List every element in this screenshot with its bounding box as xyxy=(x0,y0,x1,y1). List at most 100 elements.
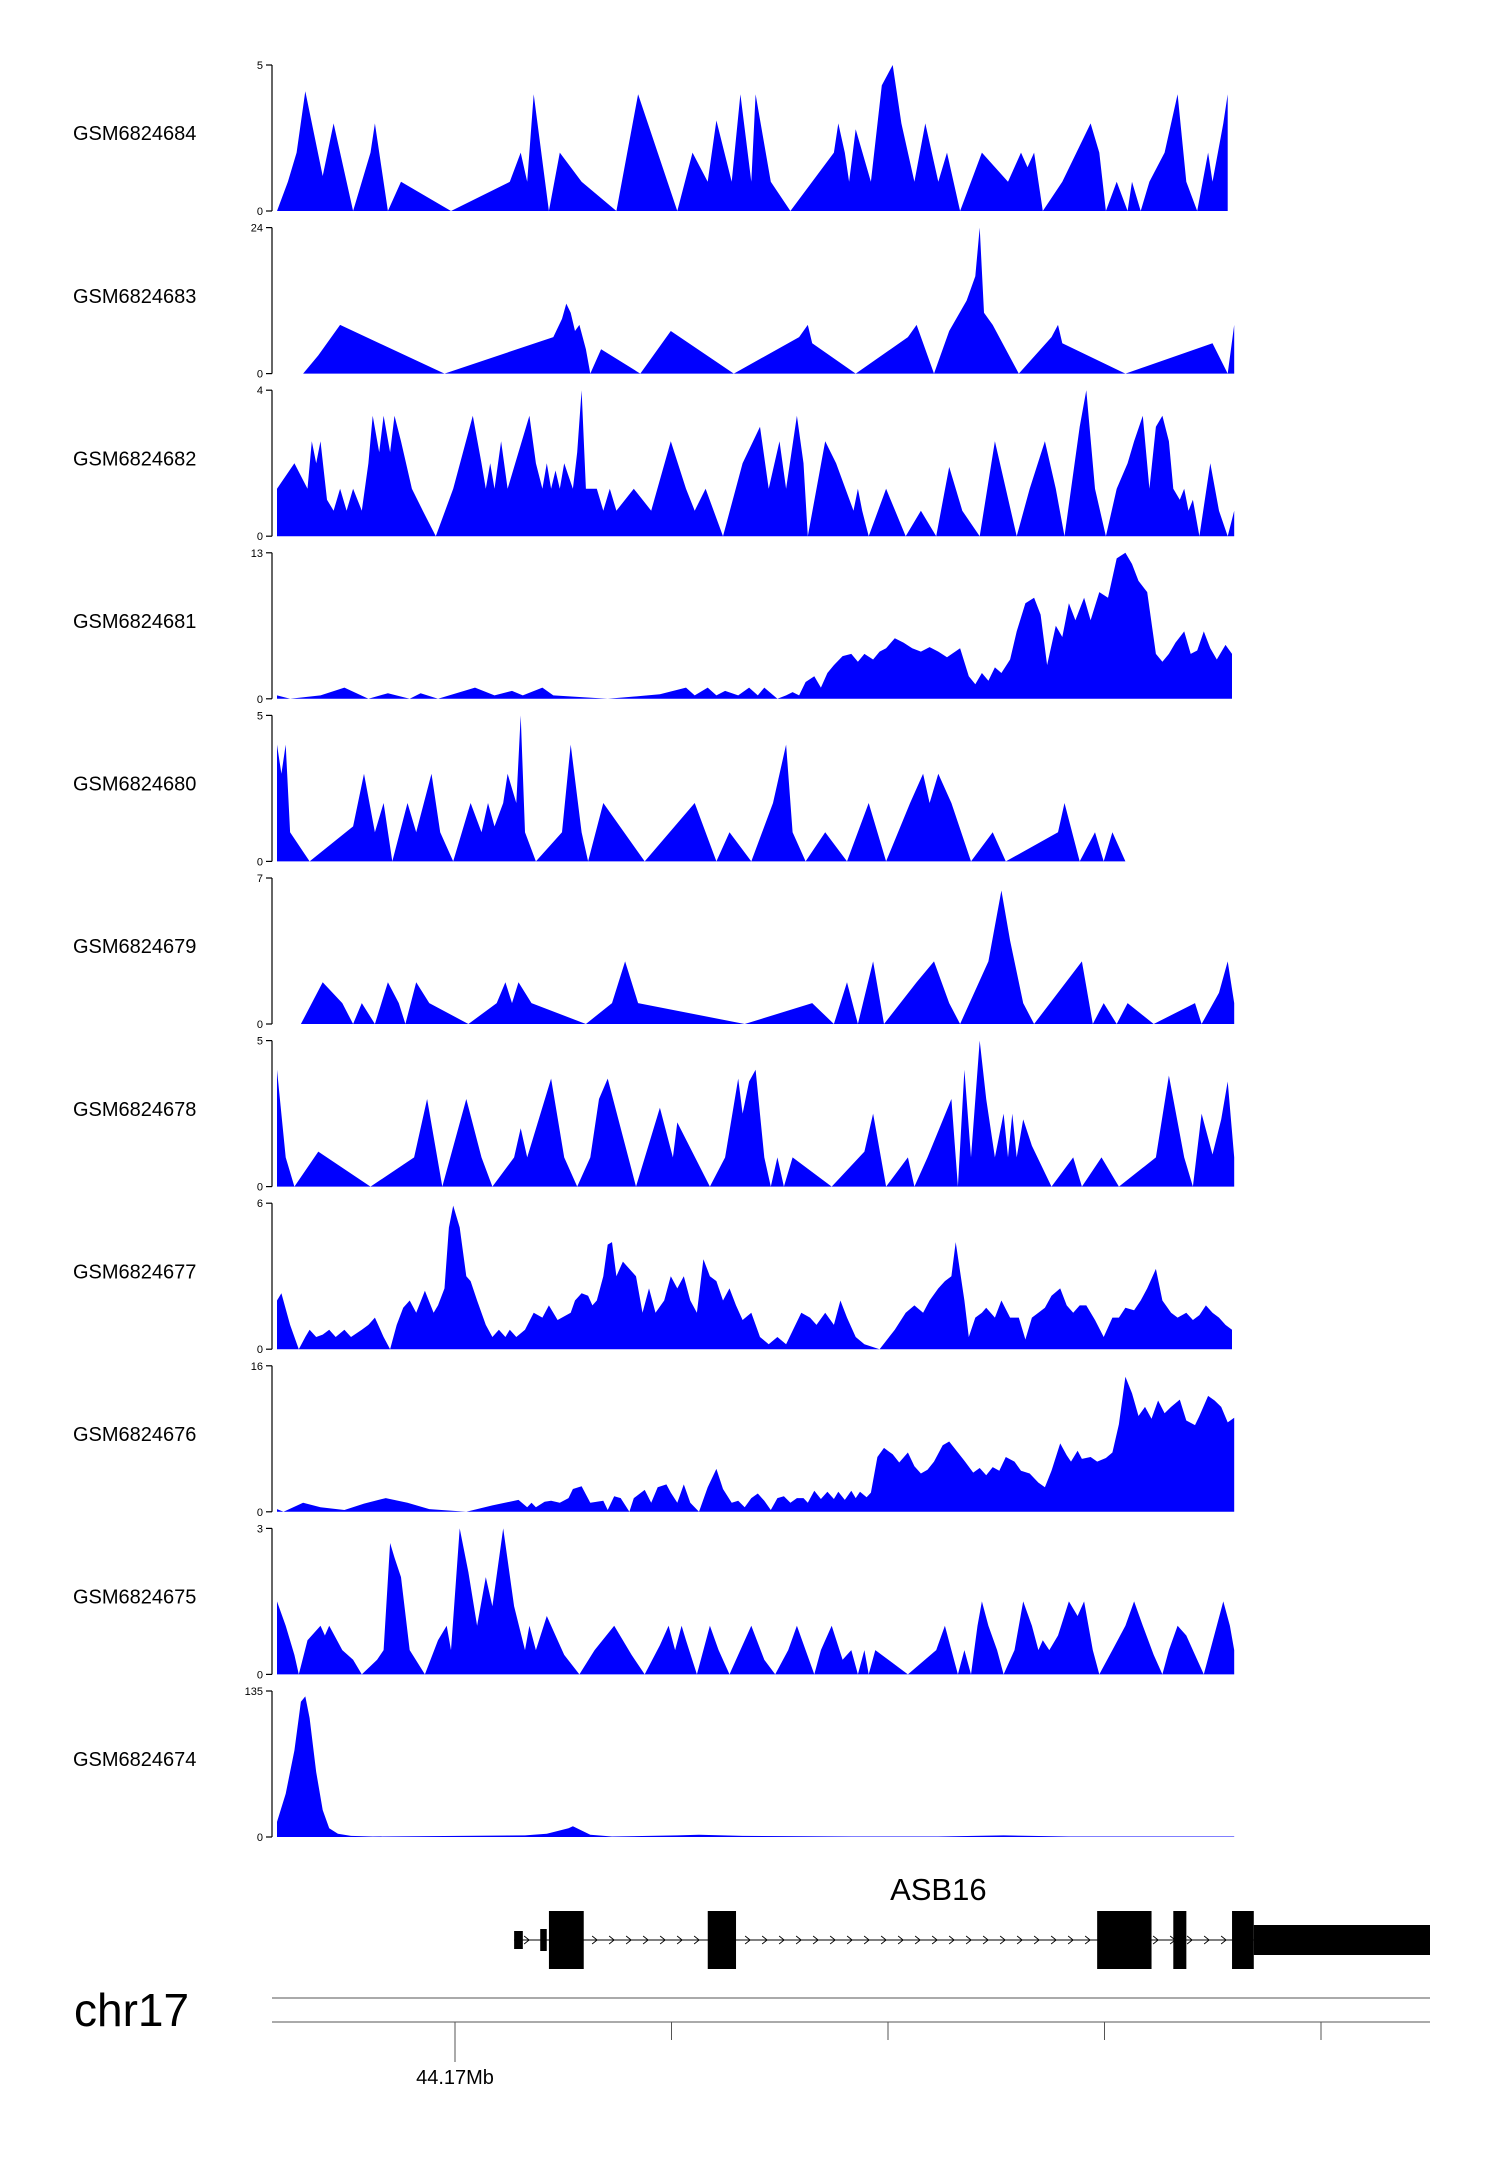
gene-exon xyxy=(1097,1911,1152,1969)
signal-area xyxy=(277,1696,1235,1837)
gene-exon xyxy=(1173,1911,1187,1969)
genome-axis: chr17 44.17Mb xyxy=(74,1984,1430,2089)
signal-area xyxy=(277,1528,1235,1675)
track-name-label: GSM6824678 xyxy=(73,1099,196,1121)
strand-chevron xyxy=(625,1935,632,1945)
signal-area xyxy=(277,227,1235,374)
y-tick-label-min: 0 xyxy=(257,1344,263,1356)
strand-chevron xyxy=(795,1935,802,1945)
strand-chevron xyxy=(1016,1935,1023,1945)
y-tick-label-max: 7 xyxy=(257,873,263,885)
strand-chevron xyxy=(523,1935,530,1945)
gene-exon xyxy=(1232,1911,1254,1969)
gene-exon xyxy=(514,1931,523,1949)
signal-area xyxy=(277,1205,1232,1350)
gene-model: ASB16 xyxy=(514,1872,1430,1969)
y-tick-label-max: 13 xyxy=(251,548,263,560)
gene-exon xyxy=(548,1911,584,1969)
track-GSM6824675: 3 0 GSM6824675 xyxy=(73,1523,1235,1681)
signal-area xyxy=(277,1376,1235,1512)
chromosome-label: chr17 xyxy=(74,1984,189,2036)
strand-chevron xyxy=(829,1935,836,1945)
strand-chevron xyxy=(863,1935,870,1945)
track-name-label: GSM6824679 xyxy=(73,936,196,958)
track-name-label: GSM6824684 xyxy=(73,123,196,145)
y-tick-label-min: 0 xyxy=(257,531,263,543)
y-tick-label-max: 4 xyxy=(257,385,263,397)
track-name-label: GSM6824680 xyxy=(73,774,196,796)
y-tick-label-min: 0 xyxy=(257,856,263,868)
gene-exon xyxy=(1253,1925,1430,1955)
track-name-label: GSM6824676 xyxy=(73,1424,196,1446)
track-GSM6824684: 5 0 GSM6824684 xyxy=(73,60,1228,218)
track-GSM6824676: 16 0 GSM6824676 xyxy=(73,1361,1235,1519)
y-tick-label-min: 0 xyxy=(257,694,263,706)
signal-area xyxy=(277,552,1232,699)
strand-chevron xyxy=(1084,1935,1091,1945)
strand-chevron xyxy=(676,1935,683,1945)
strand-chevron xyxy=(1220,1935,1227,1945)
strand-chevron xyxy=(1033,1935,1040,1945)
track-name-label: GSM6824675 xyxy=(73,1587,196,1609)
y-tick-label-max: 5 xyxy=(257,60,263,72)
strand-chevron xyxy=(642,1935,649,1945)
track-GSM6824680: 5 0 GSM6824680 xyxy=(73,710,1126,868)
strand-chevron xyxy=(659,1935,666,1945)
y-tick-label-min: 0 xyxy=(257,1669,263,1681)
strand-chevron xyxy=(999,1935,1006,1945)
axis-tick-label: 44.17Mb xyxy=(416,2067,494,2089)
y-tick-label-min: 0 xyxy=(257,1182,263,1194)
signal-area xyxy=(277,1040,1235,1187)
track-GSM6824683: 24 0 GSM6824683 xyxy=(73,223,1235,381)
y-tick-label-max: 24 xyxy=(251,223,263,235)
gene-label: ASB16 xyxy=(890,1872,987,1907)
y-tick-label-max: 5 xyxy=(257,1036,263,1048)
strand-chevron xyxy=(931,1935,938,1945)
strand-chevron xyxy=(608,1935,615,1945)
strand-chevron xyxy=(744,1935,751,1945)
strand-chevron xyxy=(914,1935,921,1945)
y-tick-label-max: 135 xyxy=(245,1686,263,1698)
track-GSM6824682: 4 0 GSM6824682 xyxy=(73,385,1235,543)
track-GSM6824679: 7 0 GSM6824679 xyxy=(73,873,1235,1031)
strand-chevron xyxy=(880,1935,887,1945)
y-tick-label-min: 0 xyxy=(257,206,263,218)
strand-chevron xyxy=(965,1935,972,1945)
track-name-label: GSM6824681 xyxy=(73,611,196,633)
track-GSM6824678: 5 0 GSM6824678 xyxy=(73,1036,1235,1194)
strand-chevron xyxy=(897,1935,904,1945)
y-tick-label-min: 0 xyxy=(257,369,263,381)
strand-chevron xyxy=(1203,1935,1210,1945)
signal-area xyxy=(277,390,1235,537)
signal-area xyxy=(277,890,1235,1024)
track-name-label: GSM6824682 xyxy=(73,448,196,470)
signal-tracks: 5 0 GSM6824684 24 0 GSM6824683 4 0 GSM6824682 13 0… xyxy=(73,60,1235,1844)
y-tick-label-min: 0 xyxy=(257,1507,263,1519)
gene-exon xyxy=(540,1929,547,1951)
strand-chevron xyxy=(846,1935,853,1945)
signal-area xyxy=(277,65,1228,211)
strand-chevron xyxy=(1050,1935,1057,1945)
strand-chevron xyxy=(761,1935,768,1945)
track-name-label: GSM6824683 xyxy=(73,286,196,308)
track-name-label: GSM6824674 xyxy=(73,1749,196,1771)
signal-area xyxy=(277,715,1126,862)
y-tick-label-min: 0 xyxy=(257,1019,263,1031)
gene-exon xyxy=(707,1911,737,1969)
track-name-label: GSM6824677 xyxy=(73,1261,196,1283)
y-tick-label-max: 16 xyxy=(251,1361,263,1373)
strand-chevron xyxy=(778,1935,785,1945)
y-tick-label-max: 6 xyxy=(257,1198,263,1210)
strand-chevron xyxy=(948,1935,955,1945)
y-tick-label-max: 3 xyxy=(257,1523,263,1535)
strand-chevron xyxy=(1152,1935,1159,1945)
strand-chevron xyxy=(1186,1935,1193,1945)
y-tick-label-min: 0 xyxy=(257,1832,263,1844)
y-tick-label-max: 5 xyxy=(257,710,263,722)
track-GSM6824681: 13 0 GSM6824681 xyxy=(73,548,1232,706)
strand-chevron xyxy=(1067,1935,1074,1945)
strand-chevron xyxy=(693,1935,700,1945)
strand-chevron xyxy=(812,1935,819,1945)
track-GSM6824674: 135 0 GSM6824674 xyxy=(73,1686,1235,1844)
